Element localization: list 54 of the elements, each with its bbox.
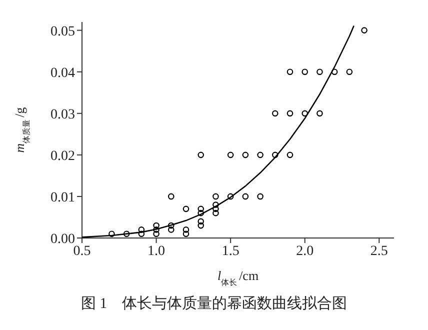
point <box>257 193 264 200</box>
y-tick-label: 0.03 <box>50 107 75 122</box>
point <box>272 110 278 117</box>
point <box>227 152 234 158</box>
point <box>257 152 264 158</box>
x-axis-title: l$_{体长}$/cm <box>217 268 259 286</box>
point <box>302 110 308 117</box>
point <box>286 68 294 75</box>
point <box>272 152 278 158</box>
point <box>153 226 160 233</box>
point <box>198 218 204 225</box>
point <box>153 222 160 229</box>
x-tick-label: 2.0 <box>296 244 314 259</box>
point <box>316 110 323 117</box>
y-tick-label: 0.00 <box>50 232 75 247</box>
x-tick-label: 0.5 <box>73 244 91 259</box>
point <box>316 68 323 75</box>
point <box>361 27 368 34</box>
point <box>331 68 338 75</box>
point <box>242 152 249 158</box>
y-tick-label: 0.02 <box>50 148 75 164</box>
point <box>182 230 190 237</box>
point <box>168 193 174 200</box>
line-series <box>82 25 355 238</box>
point <box>153 230 160 237</box>
point <box>198 152 204 158</box>
y-tick-label: 0.01 <box>50 190 75 206</box>
point <box>168 226 174 233</box>
point <box>286 110 294 117</box>
point <box>198 206 204 212</box>
point <box>168 222 174 229</box>
text: 图 1 体长与体质量的幂函数曲线拟合图 <box>80 294 348 313</box>
x-tick-label: 1.5 <box>222 244 240 259</box>
point <box>138 226 145 233</box>
point <box>227 193 234 200</box>
point <box>182 206 190 212</box>
point <box>212 202 219 208</box>
point <box>212 193 219 200</box>
point <box>302 68 308 75</box>
point <box>346 68 353 75</box>
y-tick-label: 0.05 <box>50 24 75 40</box>
point <box>138 230 145 237</box>
point <box>198 222 204 229</box>
x-tick-label: 1.0 <box>148 244 166 259</box>
point <box>286 152 294 158</box>
point <box>212 210 219 216</box>
point <box>108 230 115 237</box>
y-tick-label: 0.04 <box>50 66 75 81</box>
point <box>123 230 130 237</box>
point <box>198 210 204 216</box>
point <box>212 206 219 212</box>
point <box>242 193 249 200</box>
x-tick-label: 2.5 <box>370 244 388 259</box>
point <box>182 226 190 233</box>
